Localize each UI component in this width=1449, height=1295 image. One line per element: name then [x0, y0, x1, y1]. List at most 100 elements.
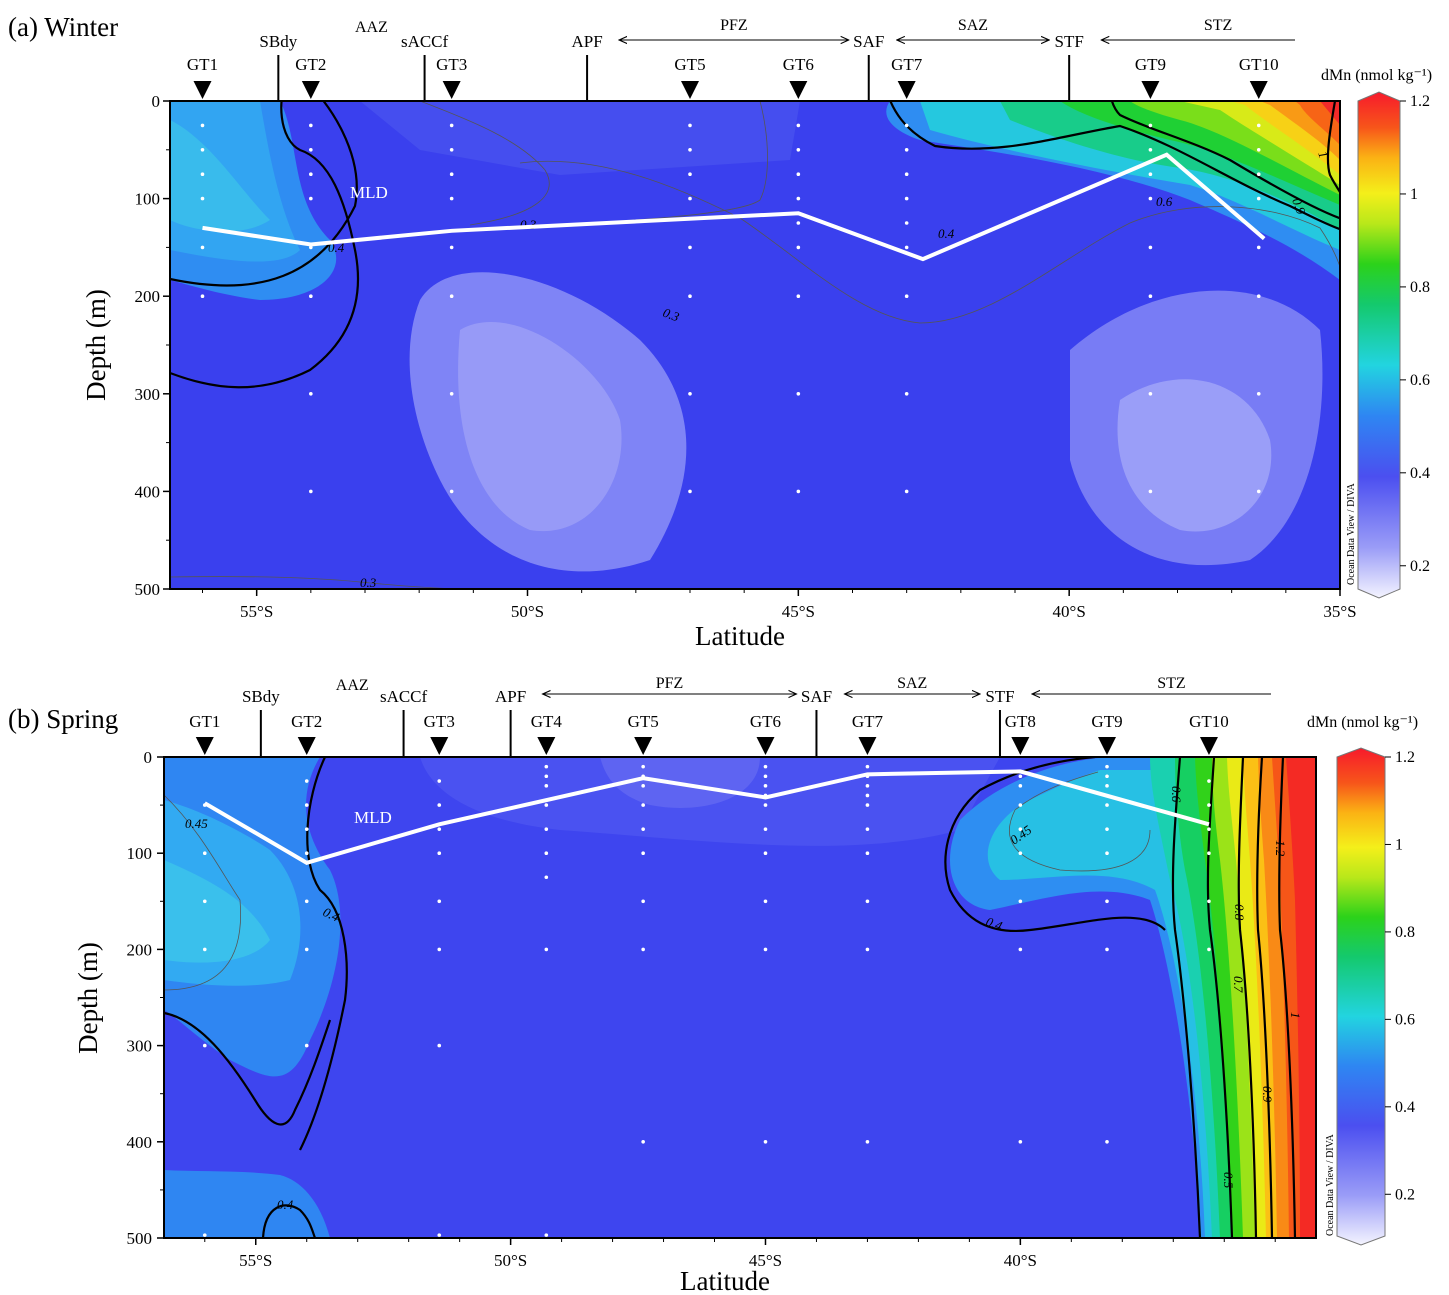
colorbar-tick-label: 0.6	[1410, 372, 1430, 389]
sample-point	[763, 774, 768, 779]
station-label: GT9	[1091, 712, 1122, 731]
sample-point	[309, 123, 313, 128]
winter-x-axis-title: Latitude	[695, 621, 785, 651]
station-label: GT2	[291, 712, 322, 731]
front-label: STF	[985, 687, 1014, 706]
colorbar-tick-label: 0.4	[1395, 1099, 1415, 1116]
sample-point	[1256, 172, 1261, 176]
zone-label: SAZ	[897, 675, 927, 692]
contour-label: 0.3	[360, 575, 377, 590]
sample-point	[304, 803, 309, 807]
sample-point	[1018, 784, 1023, 788]
winter-contours	[170, 101, 1340, 589]
station-marker	[634, 737, 653, 755]
y-tick-label: 0	[144, 748, 153, 767]
contour-label: 0.6	[1169, 786, 1184, 803]
colorbar-tick-label: 1	[1410, 186, 1418, 203]
sample-point	[763, 947, 768, 952]
sample-point	[641, 784, 645, 788]
sample-point	[1256, 294, 1261, 299]
sample-point	[437, 1043, 442, 1048]
front-label: APF	[495, 687, 526, 706]
sample-point	[1148, 148, 1153, 152]
sample-point	[544, 1233, 549, 1237]
sample-point	[437, 779, 442, 783]
sample-point	[688, 172, 692, 176]
sample-point	[763, 851, 768, 855]
sample-point	[544, 764, 549, 769]
sample-point	[309, 196, 313, 201]
panel-winter: (a) Winter	[8, 12, 1432, 651]
sample-point	[796, 196, 801, 201]
sample-point	[544, 875, 549, 880]
panel-b-title: (b) Spring	[8, 704, 118, 734]
station-label: GT2	[295, 55, 326, 74]
colorbar-tick-label: 0.2	[1395, 1186, 1415, 1203]
sample-point	[437, 851, 442, 855]
colorbar-tick-label: 1.2	[1410, 93, 1430, 110]
sample-point	[449, 245, 454, 250]
station-label: GT3	[424, 712, 455, 731]
sample-point	[763, 899, 768, 904]
sample-point	[449, 294, 454, 299]
sample-point	[1148, 294, 1153, 299]
y-tick-label: 400	[135, 482, 161, 501]
sample-point	[688, 294, 692, 299]
station-label: GT1	[189, 712, 220, 731]
colorbar-tick-label: 0.4	[1410, 465, 1430, 482]
y-tick-label: 100	[127, 844, 153, 863]
winter-colorbar-title: dMn (nmol kg⁻¹)	[1321, 67, 1432, 84]
winter-y-axis-title: Depth (m)	[81, 289, 111, 401]
contour-label: 0.4	[321, 904, 343, 925]
winter-mld-line	[202, 152, 1266, 262]
sample-point	[304, 779, 309, 783]
sample-point	[202, 851, 207, 855]
sample-point	[904, 148, 909, 152]
sample-point	[763, 1140, 768, 1144]
sample-point	[437, 827, 442, 831]
spring-sample-points	[202, 764, 1211, 1237]
sample-point	[641, 947, 645, 952]
sample-point	[449, 392, 454, 396]
sample-point	[1105, 899, 1109, 904]
sample-point	[1105, 784, 1109, 788]
station-marker	[442, 81, 461, 99]
sample-point	[1148, 172, 1153, 176]
station-marker	[756, 737, 775, 755]
sample-point	[796, 123, 801, 128]
sample-point	[796, 148, 801, 152]
x-tick-label: 40°S	[1004, 1251, 1037, 1270]
sample-point	[1148, 489, 1153, 494]
station-marker	[1098, 737, 1117, 755]
spring-odv-credit: Ocean Data View / DIVA	[1325, 1133, 1336, 1236]
zone-label: SAZ	[958, 17, 988, 34]
sample-point	[449, 489, 454, 494]
contour-label: 1	[1315, 149, 1331, 160]
spring-mld-label: MLD	[354, 808, 392, 827]
front-label: SBdy	[242, 687, 280, 706]
sample-point	[1018, 899, 1023, 904]
sample-point	[1207, 947, 1211, 952]
sample-point	[904, 221, 909, 225]
sample-point	[1256, 245, 1261, 250]
sample-point	[1207, 851, 1211, 855]
contour-label: 0.9	[1289, 196, 1309, 217]
contour-label: 0.4	[938, 226, 955, 241]
winter-dmn-field	[170, 101, 1340, 589]
sample-point	[865, 793, 870, 798]
sample-point	[437, 899, 442, 904]
station-marker	[858, 737, 877, 755]
station-label: GT1	[187, 55, 218, 74]
sample-point	[1256, 148, 1261, 152]
station-marker	[430, 737, 449, 755]
sample-point	[641, 803, 645, 807]
sample-point	[904, 489, 909, 494]
sample-point	[309, 148, 313, 152]
sample-point	[1148, 196, 1153, 201]
y-tick-label: 200	[127, 940, 153, 959]
colorbar-tick-label: 0.8	[1395, 924, 1415, 941]
sample-point	[202, 1233, 207, 1237]
contour-label: 1.2	[1273, 840, 1288, 857]
spring-colorbar: 1.2 1 0.8 0.6 0.4 0.2 dMn (nmol kg⁻¹) Ocean D…	[1307, 714, 1418, 1246]
